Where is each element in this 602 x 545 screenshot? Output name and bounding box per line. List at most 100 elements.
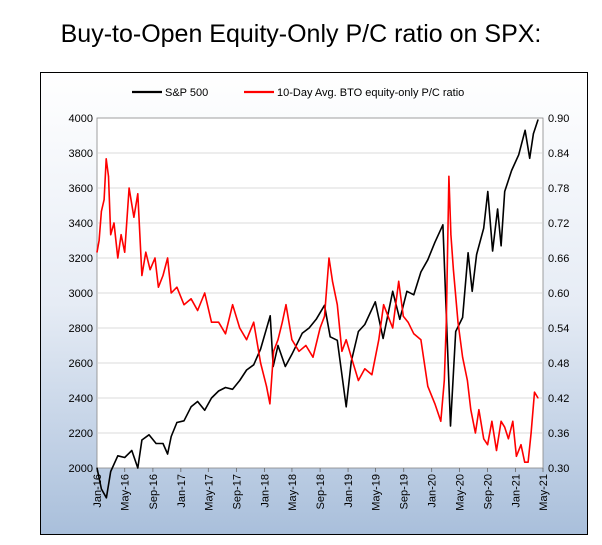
y-left-tick-label: 2200	[69, 428, 93, 440]
y-right-tick-label: 0.36	[548, 428, 569, 440]
data-point	[319, 327, 321, 329]
data-point	[402, 315, 404, 317]
data-point	[328, 257, 330, 259]
y-left-tick-label: 3400	[69, 218, 93, 230]
data-point	[378, 339, 380, 341]
x-tick-label: Sep-17	[232, 474, 244, 509]
x-tick-label: Sep-20	[483, 474, 495, 509]
data-point	[407, 321, 409, 323]
data-point	[117, 455, 119, 457]
y-right-tick-label: 0.54	[548, 323, 569, 335]
data-point	[105, 497, 107, 499]
series-line-bto-pc-ratio	[96, 158, 539, 464]
data-point	[291, 339, 293, 341]
data-point	[500, 245, 502, 247]
x-tick-label: May-20	[454, 474, 466, 511]
data-point	[107, 175, 110, 177]
data-point	[284, 365, 286, 368]
y-left-tick-label: 2400	[69, 393, 93, 405]
data-point	[345, 339, 347, 341]
data-point	[315, 318, 317, 320]
data-point	[487, 444, 489, 446]
data-point	[457, 321, 459, 323]
data-point	[512, 420, 514, 422]
data-point	[518, 154, 520, 156]
data-point	[524, 129, 526, 131]
data-point	[530, 432, 532, 434]
data-point	[383, 304, 385, 306]
data-point	[392, 327, 394, 329]
data-point	[398, 280, 400, 282]
data-point	[124, 251, 126, 253]
data-point	[148, 434, 150, 436]
data-point	[524, 461, 526, 463]
data-point	[497, 208, 499, 210]
y-right-tick-label: 0.30	[548, 463, 569, 475]
data-point	[350, 360, 352, 362]
x-tick-label: Jan-21	[511, 474, 523, 508]
data-point	[420, 339, 422, 341]
data-point	[323, 315, 326, 317]
y-right-tick-label: 0.66	[548, 253, 569, 265]
data-point	[162, 442, 164, 445]
data-point	[308, 327, 310, 329]
data-point	[197, 400, 199, 403]
y-left-tick-label: 3000	[69, 288, 93, 300]
data-point	[491, 420, 493, 422]
data-point	[406, 290, 408, 292]
data-point	[450, 234, 452, 236]
data-point	[470, 409, 472, 411]
data-point	[301, 332, 303, 334]
data-point	[500, 420, 502, 422]
legend-label: S&P 500	[165, 87, 208, 99]
axis-ticks: 2000 0.30 2200 0.36 2400 0.42 2600 0.48 2800 0.54…	[69, 113, 570, 511]
data-point	[434, 241, 436, 243]
data-point	[162, 274, 164, 277]
data-point	[305, 344, 307, 347]
data-point	[462, 356, 464, 358]
y-right-tick-label: 0.72	[548, 218, 569, 230]
data-point	[210, 321, 213, 323]
data-point	[371, 374, 373, 376]
data-point	[281, 321, 283, 323]
data-point	[455, 330, 457, 333]
y-right-tick-label: 0.84	[548, 148, 569, 160]
data-point	[96, 251, 98, 253]
data-point	[427, 259, 429, 261]
y-right-tick-label: 0.78	[548, 183, 569, 195]
data-point	[285, 304, 287, 306]
data-point	[128, 187, 130, 189]
data-point	[364, 323, 366, 326]
data-point	[532, 133, 534, 135]
data-point	[529, 157, 531, 159]
data-point	[445, 321, 447, 323]
legend: S&P 500 10-Day Avg. BTO equity-only P/C r…	[132, 87, 464, 99]
data-point	[141, 274, 143, 277]
data-point	[336, 304, 338, 306]
data-point	[204, 292, 206, 294]
data-point	[420, 271, 422, 273]
data-point	[197, 309, 199, 312]
data-point	[117, 257, 119, 259]
data-point	[533, 391, 536, 393]
data-point	[387, 315, 389, 317]
x-tick-label: Sep-18	[315, 474, 327, 509]
data-point	[483, 438, 485, 440]
data-point	[120, 234, 122, 236]
data-point	[527, 461, 529, 463]
data-point	[357, 379, 359, 382]
data-point	[382, 337, 384, 340]
data-point	[434, 403, 436, 405]
data-point	[224, 333, 227, 335]
data-point	[170, 435, 172, 438]
x-tick-label: May-21	[538, 474, 550, 511]
chart-frame: 2000 0.30 2200 0.36 2400 0.42 2600 0.48 2800 0.54…	[40, 72, 588, 535]
data-point	[364, 368, 366, 370]
data-point	[176, 286, 178, 288]
data-point	[110, 234, 112, 236]
data-point	[392, 290, 394, 292]
y-right-tick-label: 0.42	[548, 393, 569, 405]
data-point	[149, 269, 151, 271]
data-point	[253, 364, 255, 366]
data-point	[239, 379, 241, 382]
